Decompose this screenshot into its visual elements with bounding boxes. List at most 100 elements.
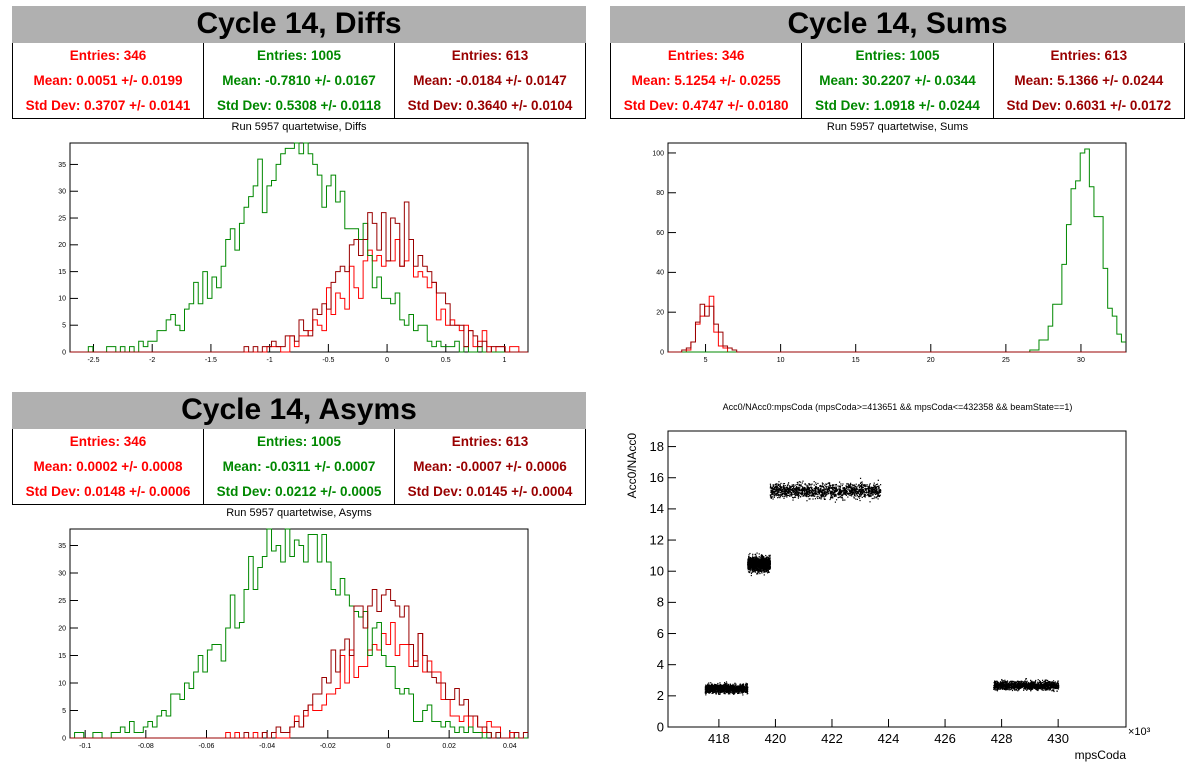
scatter-point: [850, 492, 852, 494]
stat-entries: Entries: 1005: [855, 48, 940, 63]
scatter-point: [771, 493, 773, 495]
scatter-point: [852, 491, 854, 493]
scatter-point: [746, 686, 748, 688]
scatter-point: [850, 493, 852, 495]
scatter-point: [739, 687, 741, 689]
scatter-point: [794, 493, 796, 496]
scatter-point: [777, 488, 779, 490]
scatter-point: [756, 572, 758, 574]
scatter-point: [793, 490, 795, 492]
scatter-point: [759, 564, 761, 566]
x-tick-label: -0.5: [322, 357, 334, 364]
scatter-point: [872, 488, 875, 491]
scatter-point: [768, 554, 770, 557]
scatter-point: [752, 560, 755, 562]
scatter-point: [810, 494, 812, 497]
scatter-point: [856, 493, 858, 495]
scatter-point: [874, 487, 876, 489]
scatter-point: [874, 488, 876, 491]
scatter-point: [856, 492, 859, 494]
scatter-point: [818, 492, 820, 494]
scatter-point: [862, 488, 864, 490]
stat-mean: Mean: 5.1366 +/- 0.0244: [1014, 73, 1164, 88]
scatter-point: [779, 485, 781, 487]
scatter-point: [764, 565, 766, 567]
scatter-point: [754, 553, 756, 556]
scatter-point: [765, 558, 767, 561]
scatter-point: [845, 485, 847, 487]
scatter-point: [1051, 690, 1053, 692]
scatter-point: [838, 485, 840, 487]
scatter-point: [737, 692, 739, 695]
scatter-point: [829, 484, 831, 486]
scatter-point: [778, 491, 780, 493]
scatter-point: [1000, 681, 1002, 683]
stat-std: Std Dev: 0.3707 +/- 0.0141: [25, 98, 191, 113]
scatter-point: [804, 495, 807, 497]
scatter-point: [782, 493, 784, 496]
scatter-point: [800, 488, 802, 490]
scatter-point: [752, 559, 754, 562]
scatter-point: [748, 556, 750, 559]
scatter-point: [856, 490, 858, 492]
scatter-point: [767, 570, 770, 572]
scatter-point: [780, 482, 782, 485]
scatter-point: [751, 555, 754, 557]
scatter-point: [818, 491, 820, 493]
scatter-point: [829, 498, 831, 501]
scatter-point: [764, 562, 766, 565]
scatter-point: [813, 484, 815, 486]
scatter-point: [790, 486, 792, 488]
scatter-point: [856, 491, 858, 493]
scatter-point: [841, 484, 843, 487]
scatter-point: [828, 488, 831, 490]
scatter-point: [752, 558, 755, 560]
scatter-point: [733, 689, 735, 691]
scatter-point: [704, 687, 707, 689]
scatter-point: [767, 569, 769, 571]
scatter-point: [718, 689, 720, 691]
scatter-point: [780, 486, 783, 488]
scatter-point: [806, 487, 808, 489]
scatter-point: [724, 683, 726, 685]
scatter-point: [782, 493, 784, 495]
scatter-point: [865, 484, 867, 486]
scatter-point: [769, 483, 772, 485]
scatter-point: [876, 483, 879, 485]
scatter-point: [754, 564, 757, 566]
scatter-point: [759, 558, 761, 560]
scatter-point: [861, 496, 863, 499]
scatter-point: [780, 489, 782, 491]
scatter-point: [767, 571, 769, 573]
scatter-point: [721, 689, 723, 692]
scatter-point: [790, 491, 792, 493]
scatter-point: [705, 686, 707, 688]
scatter-point: [997, 681, 999, 683]
scatter-point: [805, 484, 807, 486]
scatter-point: [874, 486, 877, 488]
scatter-point: [795, 492, 797, 494]
scatter-point: [793, 489, 795, 491]
scatter-point: [818, 488, 820, 491]
scatter-point: [995, 689, 997, 691]
scatter-point: [822, 491, 824, 493]
scatter-point: [842, 498, 844, 500]
scatter-point: [819, 485, 821, 487]
scatter-point: [724, 687, 726, 689]
scatter-point: [867, 485, 869, 488]
scatter-point: [833, 484, 835, 486]
scatter-point: [771, 496, 774, 498]
x-tick-label: 0: [387, 743, 391, 750]
scatter-point: [779, 486, 781, 488]
scatter-point: [864, 484, 866, 487]
scatter-point: [1047, 681, 1049, 683]
scatter-point: [825, 494, 827, 496]
scatter-point: [769, 494, 772, 496]
scatter-point: [733, 691, 735, 693]
scatter-point: [852, 488, 854, 491]
scatter-point: [782, 483, 784, 485]
y-tick-label: 0: [657, 719, 664, 734]
scatter-point: [783, 497, 785, 499]
scatter-point: [751, 558, 753, 560]
scatter-point: [839, 493, 842, 495]
